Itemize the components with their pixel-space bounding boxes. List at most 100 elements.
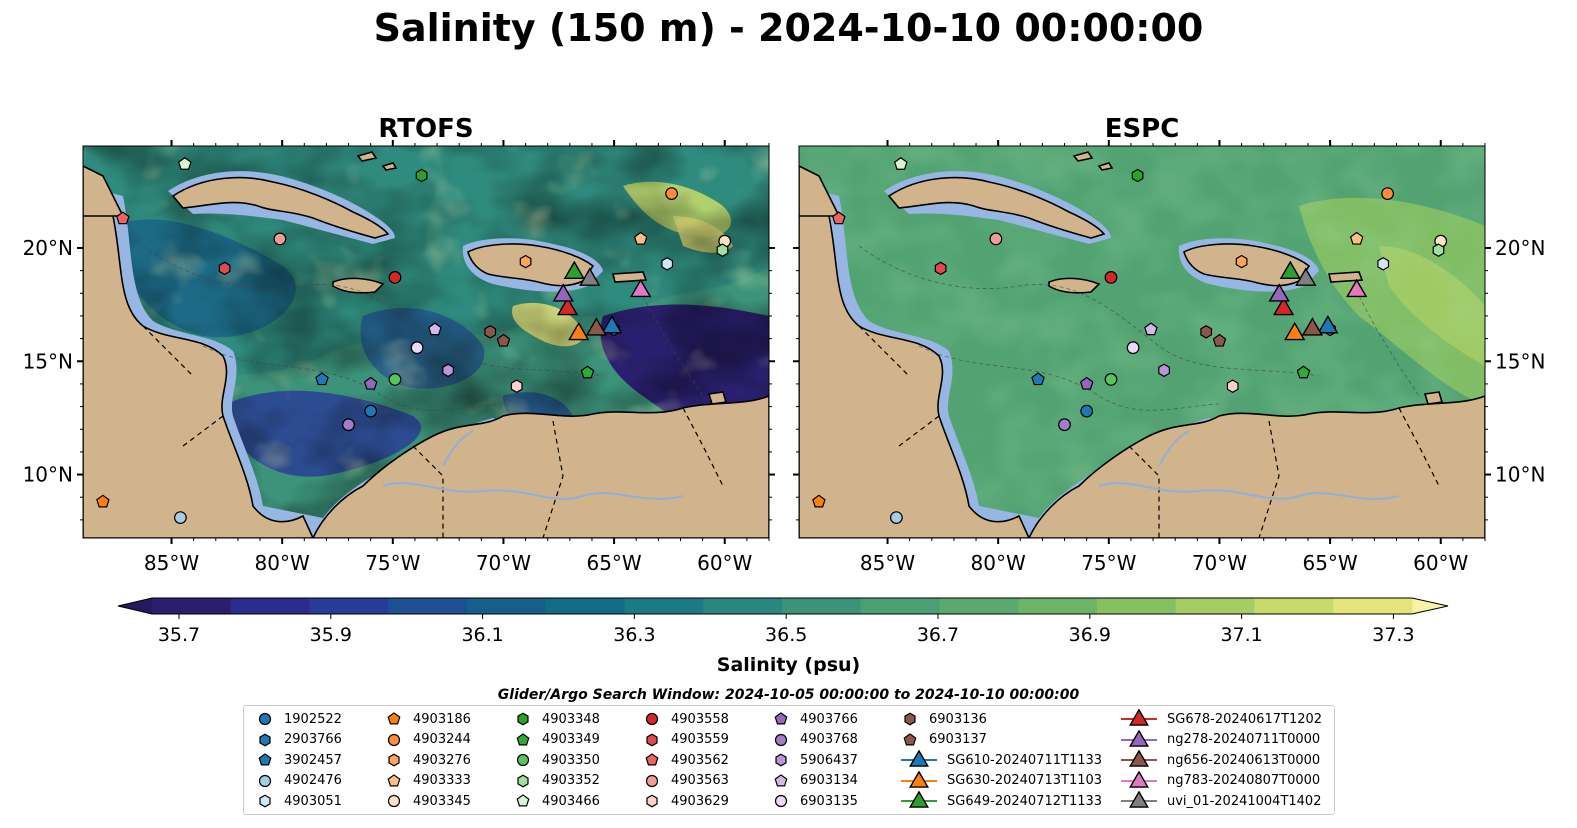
legend-entry: 4903768 — [770, 730, 858, 750]
colorbar-segment — [152, 598, 232, 614]
legend-argo-marker — [904, 712, 916, 726]
legend-argo-marker — [903, 732, 917, 745]
platform-marker-ng783-20240807T0000 — [630, 278, 652, 298]
platform-marker-4903768 — [342, 418, 355, 432]
colorbar-segment — [230, 598, 310, 614]
legend-label: 4903051 — [284, 793, 342, 809]
platform-marker-SG610-20240711T1133 — [601, 315, 623, 334]
legend-argo-marker — [387, 794, 401, 808]
legend-label: 4903558 — [671, 711, 729, 727]
colorbar-tick-label: 36.1 — [461, 624, 504, 646]
platform-marker-4903333 — [633, 231, 648, 245]
platform-marker-4903244 — [1381, 187, 1394, 200]
lat-tick-label: 15°N — [1495, 349, 1545, 373]
legend-label: 4903562 — [671, 752, 729, 768]
lat-tick-label: 10°N — [1495, 463, 1545, 487]
platform-marker-4903350 — [388, 372, 402, 386]
legend-entry: 4903349 — [512, 730, 600, 750]
lon-tick-label: 60°W — [1413, 551, 1468, 575]
lon-tick-label: 75°W — [1081, 551, 1136, 575]
legend-label: ng783-20240807T0000 — [1167, 773, 1321, 788]
legend-label: 4903563 — [671, 773, 729, 788]
legend-entry: 4903562 — [641, 750, 729, 770]
platform-marker-SG610-20240711T1133 — [1317, 315, 1339, 334]
platform-marker-4903629 — [1226, 379, 1239, 393]
legend-entry: ng278-20240711T0000 — [1119, 729, 1321, 750]
legend-argo-marker — [387, 712, 401, 725]
legend-glider-marker — [1121, 770, 1157, 788]
axis-ticks: 85°W 80°W 75°W 70°W 65°W 60°W 20°N 15°N 10°N 85°W… — [23, 140, 1545, 575]
lon-tick-label: 85°W — [144, 551, 199, 575]
platform-marker-SG630-20240713T1103 — [568, 321, 590, 341]
colorbar-segment — [1018, 598, 1098, 614]
platform-marker-1902522 — [1080, 404, 1094, 418]
colorbar-tick-label: 36.7 — [916, 624, 960, 646]
panel-rtofs-frame — [82, 145, 770, 539]
platform-marker-4902476 — [174, 511, 187, 525]
legend-label: ng278-20240711T0000 — [1167, 732, 1321, 747]
panel-title-rtofs: RTOFS — [378, 114, 473, 144]
colorbar-tick-label: 35.7 — [157, 624, 201, 646]
platform-marker-5906437 — [1158, 363, 1170, 378]
legend-entry: 6903135 — [770, 791, 858, 811]
platform-marker-4903350 — [1104, 372, 1118, 386]
legend-label: ng656-20240613T0000 — [1167, 752, 1321, 768]
legend-argo-marker — [774, 733, 788, 746]
colorbar-tick-label: 37.1 — [1220, 624, 1263, 646]
legend-label: 4903466 — [542, 793, 600, 809]
colorbar-segment — [1254, 598, 1334, 614]
legend-entry: 4903629 — [641, 791, 729, 811]
legend-entry: 1902522 — [254, 709, 342, 729]
platform-marker-4903466 — [894, 156, 908, 170]
legend-label: 6903136 — [929, 711, 987, 727]
colorbar-segment — [388, 598, 468, 614]
platform-marker-6903137 — [1212, 333, 1227, 347]
legend-entry: 6903136 — [899, 709, 987, 729]
lon-tick-label: 70°W — [1192, 551, 1247, 575]
platform-marker-4903333 — [1349, 231, 1364, 245]
platform-marker-4903563 — [989, 232, 1003, 246]
legend-label: 4903559 — [671, 732, 729, 747]
legend-entry: 2903766 — [254, 730, 342, 750]
platform-marker-4903051 — [1377, 257, 1390, 271]
legend-entry: ng783-20240807T0000 — [1119, 770, 1321, 791]
legend-argo-marker — [645, 753, 659, 766]
legend-label: 4903350 — [542, 752, 600, 768]
colorbar-tick-label: 37.3 — [1372, 624, 1415, 646]
legend-entry: uvi_01-20241004T1402 — [1119, 791, 1321, 811]
platform-marker-4903352 — [716, 243, 729, 257]
legend-label: SG678-20240617T1202 — [1167, 711, 1323, 727]
platform-marker-4903348 — [1131, 168, 1144, 183]
legend-argo-marker — [774, 794, 788, 808]
legend-argo-marker — [775, 753, 787, 767]
legend-argo-marker — [387, 773, 401, 786]
platform-marker-4903186 — [96, 494, 110, 508]
legend-label: 4903333 — [413, 773, 471, 788]
colorbar-segment — [467, 598, 547, 614]
lat-tick-label: 20°N — [1495, 236, 1545, 260]
colorbar-segment — [860, 598, 940, 614]
legend-entry: 4903559 — [641, 730, 729, 750]
colorbar-segment — [1097, 598, 1177, 614]
legend-argo-marker — [646, 794, 658, 808]
legend-label: SG610-20240711T1133 — [947, 752, 1103, 768]
legend-entry: 6903134 — [770, 771, 858, 791]
platform-marker-4903559 — [218, 261, 231, 276]
platform-marker-5906437 — [442, 363, 454, 378]
platform-marker-4903558 — [388, 270, 402, 284]
lon-tick-label: 65°W — [586, 551, 641, 575]
platform-marker-4903559 — [934, 261, 947, 276]
lat-tick-label: 10°N — [23, 463, 73, 487]
platform-marker-4903563 — [273, 232, 287, 246]
colorbar-tick-label: 36.3 — [613, 624, 656, 646]
legend-entry: 4903276 — [383, 750, 471, 770]
colorbar-segment — [545, 598, 625, 614]
legend-label: 1902522 — [284, 711, 342, 727]
platform-marker-ng278-20240711T0000 — [552, 283, 574, 302]
legend-entry: 4903352 — [512, 771, 600, 791]
platform-marker-6903136 — [484, 325, 497, 339]
legend-argo-marker — [774, 712, 788, 725]
legend-label: uvi_01-20241004T1402 — [1167, 793, 1322, 809]
colorbar — [117, 597, 1449, 619]
legend-label: 4903276 — [413, 752, 471, 768]
